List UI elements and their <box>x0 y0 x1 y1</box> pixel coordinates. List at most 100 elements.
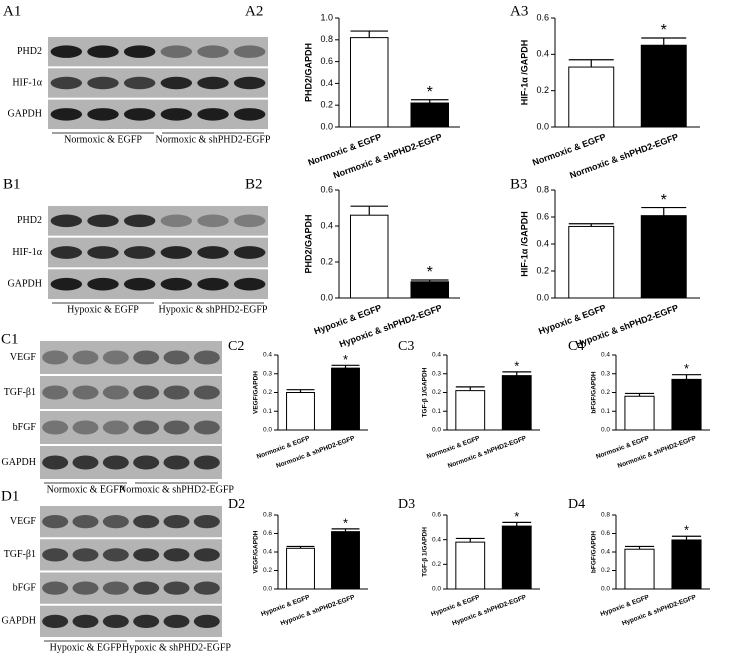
blot-band <box>163 420 190 435</box>
blot-band <box>42 420 69 435</box>
y-tick-label: 0.2 <box>263 567 272 574</box>
blot-band <box>160 45 193 58</box>
blot-band <box>197 277 229 291</box>
blot-band <box>193 350 220 365</box>
y-tick-label: 0.4 <box>601 352 610 359</box>
y-tick-label: 0.2 <box>320 256 333 266</box>
significance-mark: * <box>427 84 433 101</box>
y-tick-label: 0.0 <box>536 292 549 302</box>
panel-label: C1 <box>1 331 19 347</box>
panel-label: A2 <box>245 3 263 19</box>
blot-band <box>160 246 193 259</box>
blot-band <box>123 45 156 58</box>
y-tick-label: 0.2 <box>432 561 441 568</box>
blot-strip <box>48 37 268 67</box>
x-tick-label: Normoxic & shPHD2-EGFP <box>275 435 356 470</box>
bar <box>331 367 360 431</box>
blot-band <box>72 514 99 529</box>
blot-strip <box>48 99 268 129</box>
blot-band <box>197 246 229 259</box>
y-tick-label: 0.8 <box>263 512 272 519</box>
blot-band <box>42 350 69 365</box>
significance-mark: * <box>514 358 519 373</box>
blot-band <box>87 45 119 58</box>
bar <box>568 66 615 128</box>
significance-mark: * <box>343 515 348 530</box>
blot-band <box>193 455 220 470</box>
blot-band <box>42 455 69 470</box>
blot-row-label: VEGF <box>10 352 37 363</box>
bar <box>455 541 486 590</box>
group-label: Normoxic & EGFP <box>47 484 125 495</box>
x-tick-label: Normoxic & shPHD2-EGFP <box>617 435 698 470</box>
bar <box>286 392 315 431</box>
significance-mark: * <box>684 523 689 538</box>
y-tick-label: 0.2 <box>432 389 441 396</box>
bar <box>286 547 315 590</box>
y-tick-label: 0.6 <box>536 12 549 22</box>
blot-row-label: HIF-1α <box>12 247 42 258</box>
group-label: Normoxic & EGFP <box>64 134 142 145</box>
bar <box>349 37 389 128</box>
y-tick-label: 0.0 <box>536 121 549 131</box>
blot-band <box>42 581 69 595</box>
blot-band <box>160 277 193 291</box>
blot-band <box>133 385 160 400</box>
bar <box>624 395 655 431</box>
blot-band <box>163 514 190 529</box>
blot-strip <box>40 411 222 444</box>
y-tick-label: 0.2 <box>320 100 333 110</box>
blot-row-label: TGF-β1 <box>4 387 36 398</box>
blot-band <box>72 385 99 400</box>
blot-band <box>102 614 129 629</box>
y-axis-label: bFGF/GAPDH <box>591 531 598 574</box>
bar <box>640 44 687 128</box>
blot-band <box>163 548 190 562</box>
y-tick-label: 0.2 <box>601 389 610 396</box>
bar <box>410 281 450 299</box>
panel-label: D3 <box>398 497 415 512</box>
blot-band <box>123 108 156 121</box>
blot-strip <box>48 237 268 268</box>
panel-label: D1 <box>1 488 19 504</box>
y-tick-label: 0.2 <box>536 265 549 275</box>
y-tick-label: 0.6 <box>601 530 610 537</box>
blot-band <box>87 246 119 259</box>
blot-band <box>193 548 220 562</box>
blot-strip <box>40 539 222 571</box>
blot-strip <box>40 446 222 479</box>
blot-band <box>163 581 190 595</box>
y-axis-label: HIF-1α /GAPDH <box>519 211 529 277</box>
bar <box>410 102 450 128</box>
y-axis-label: HIF-1α /GAPDH <box>519 40 529 106</box>
y-axis-label: VEGF/GAPDH <box>253 371 260 414</box>
y-tick-label: 0.6 <box>263 530 272 537</box>
blot-band <box>102 350 129 365</box>
blot-row-label: GAPDH <box>8 109 42 120</box>
blot-strip <box>48 68 268 98</box>
blot-band <box>197 214 229 228</box>
blot-band <box>193 581 220 595</box>
panel-label: B1 <box>3 176 21 192</box>
y-tick-label: 0.0 <box>601 586 610 593</box>
y-tick-label: 0.0 <box>432 586 441 593</box>
blot-strip <box>40 341 222 374</box>
blot-row-label: bFGF <box>13 582 37 593</box>
blot-band <box>160 108 193 121</box>
blot-band <box>233 246 266 259</box>
blot-strip <box>40 572 222 604</box>
y-tick-label: 0.4 <box>601 549 610 556</box>
blot-band <box>233 76 266 90</box>
blot-band <box>72 614 99 629</box>
y-tick-label: 0.4 <box>320 78 333 88</box>
y-tick-label: 0.3 <box>601 370 610 377</box>
blot-band <box>123 246 156 259</box>
blot-row-label: TGF-β1 <box>4 549 36 560</box>
blot-band <box>50 246 83 259</box>
bar <box>501 375 532 431</box>
blot-band <box>133 614 160 629</box>
blot-band <box>50 76 83 90</box>
blot-band <box>233 108 266 121</box>
y-tick-label: 0.3 <box>432 370 441 377</box>
